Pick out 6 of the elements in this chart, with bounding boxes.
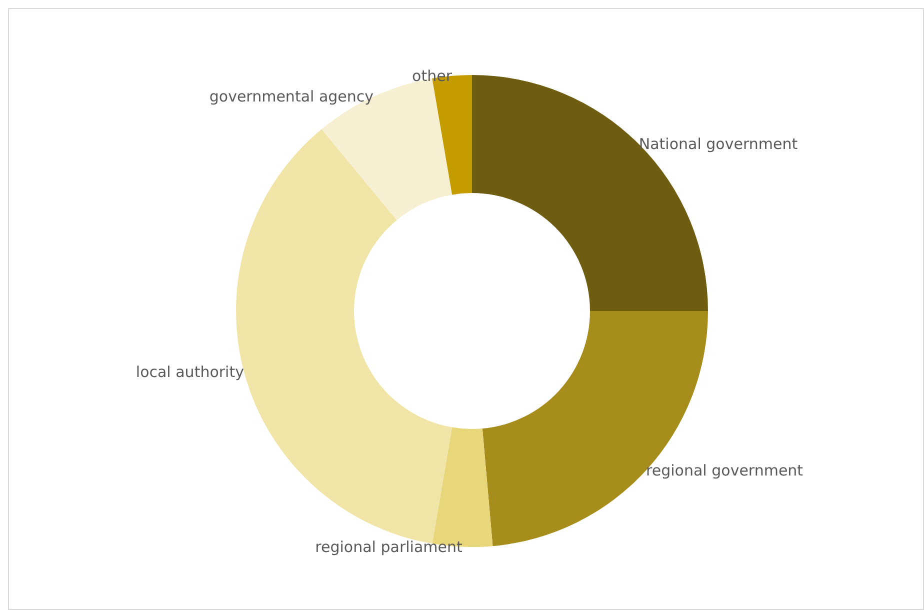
slice-label: regional parliament	[315, 538, 462, 556]
slice-label: regional government	[646, 461, 804, 480]
slice-label: other	[412, 66, 453, 85]
slice-label: governmental agency	[209, 88, 374, 106]
slice-label: National government	[638, 135, 798, 154]
slice-label: local authority	[136, 362, 244, 381]
